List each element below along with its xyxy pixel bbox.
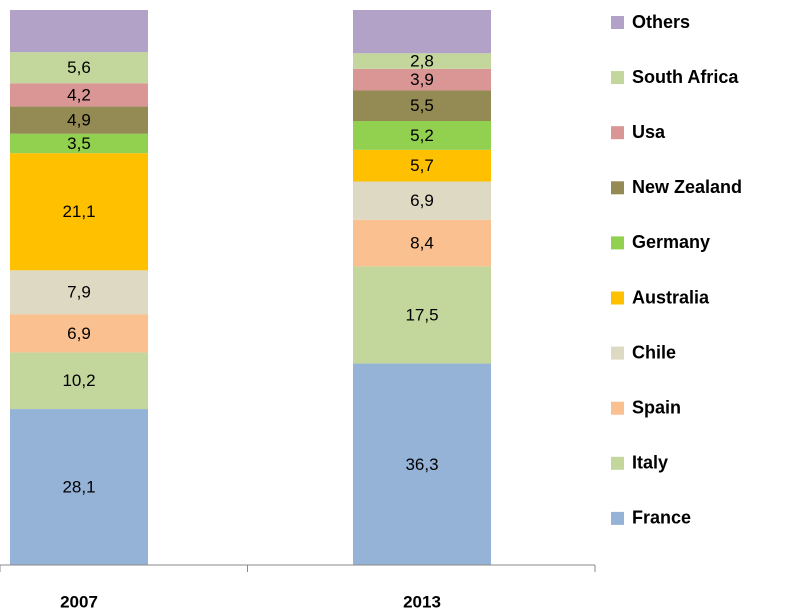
- legend-swatch: [611, 181, 624, 195]
- bar-segment: [10, 270, 148, 315]
- bar-segment: [10, 314, 148, 353]
- data-label: 6,9: [67, 324, 91, 343]
- data-label: 4,2: [67, 85, 91, 104]
- data-label: 5,6: [67, 58, 91, 77]
- data-label: 3,9: [410, 70, 434, 89]
- legend-swatch: [611, 511, 624, 525]
- bar-segment: [10, 133, 148, 154]
- legend-label: France: [632, 508, 691, 528]
- bar-segment: [10, 153, 148, 271]
- bar-segment: [353, 266, 491, 364]
- data-label: 5,7: [410, 156, 434, 175]
- data-label: 3,5: [67, 134, 91, 153]
- bar-segment: [353, 68, 491, 91]
- data-label: 21,1: [62, 202, 95, 221]
- data-label: 7,9: [67, 283, 91, 302]
- data-label: 10,2: [62, 371, 95, 390]
- data-label: 2,8: [410, 52, 434, 71]
- bar-segment: [10, 52, 148, 84]
- data-label: 5,2: [410, 126, 434, 145]
- bar-segment: [353, 121, 491, 150]
- bar-segment: [353, 90, 491, 121]
- bar-segment: [353, 181, 491, 220]
- bar-segment: [10, 83, 148, 107]
- legend-swatch: [611, 16, 624, 29]
- bar-segment: [353, 149, 491, 182]
- legend-swatch: [611, 71, 624, 85]
- legend-label: Spain: [632, 397, 681, 417]
- legend-label: Chile: [632, 342, 676, 362]
- legend-label: Germany: [632, 232, 710, 252]
- data-label: 8,4: [410, 234, 434, 253]
- bar-segment: [10, 106, 148, 134]
- data-label: 4,9: [67, 111, 91, 130]
- data-label: 28,1: [62, 478, 95, 497]
- legend-swatch: [611, 456, 624, 470]
- bar-segment: [10, 10, 148, 53]
- x-tick-label: 2013: [403, 592, 441, 610]
- bar-segment: [10, 352, 148, 410]
- legend-swatch: [611, 401, 624, 415]
- x-tick-label: 2007: [60, 592, 98, 610]
- data-label: 5,5: [410, 96, 434, 115]
- legend-label: Italy: [632, 453, 668, 473]
- legend-label: Australia: [632, 287, 710, 307]
- legend-swatch: [611, 236, 624, 250]
- bar-segment: [353, 363, 491, 565]
- legend-swatch: [611, 346, 624, 360]
- bar-segment: [10, 409, 148, 565]
- data-label: 17,5: [405, 305, 438, 324]
- legend-swatch: [611, 126, 624, 140]
- legend-label: New Zealand: [632, 177, 742, 197]
- legend-swatch: [611, 291, 624, 305]
- legend-label: South Africa: [632, 67, 739, 87]
- data-label: 6,9: [410, 191, 434, 210]
- bar-segment: [353, 10, 491, 54]
- bar-segment: [353, 219, 491, 267]
- data-label: 36,3: [405, 455, 438, 474]
- legend-label: Others: [632, 12, 690, 32]
- legend-label: Usa: [632, 122, 666, 142]
- bar-segment: [353, 53, 491, 69]
